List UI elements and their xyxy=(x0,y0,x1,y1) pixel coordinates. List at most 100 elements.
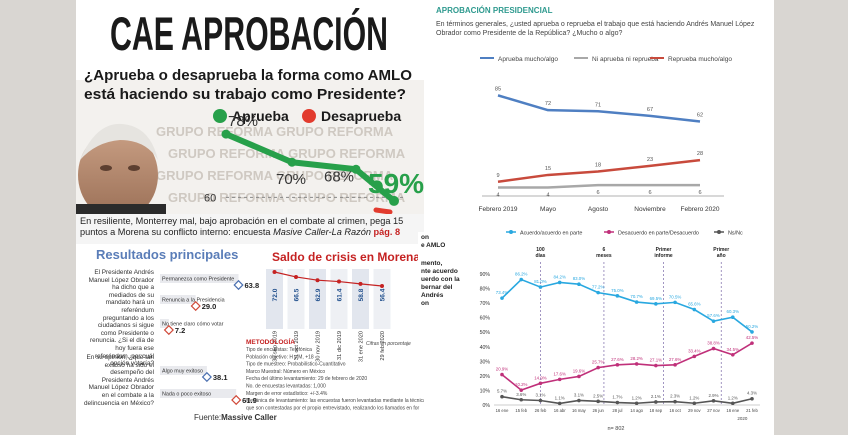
morena-value: 58.8 xyxy=(358,288,365,301)
method-line: Tipo de encuestas: Telefónica xyxy=(246,347,312,353)
morena-value: 56.4 xyxy=(380,288,387,301)
series-point xyxy=(654,363,658,368)
series-point xyxy=(730,401,735,406)
data-label: 2.5% xyxy=(593,393,603,398)
series-point xyxy=(711,346,716,351)
data-label: 1.2% xyxy=(689,395,699,400)
approve-legend-dot xyxy=(213,109,227,123)
morena-category: 30 nov 2019 xyxy=(316,331,322,362)
data-label: 5.7% xyxy=(497,389,507,394)
q2-text: En su opinión, ¿qué tan exitoso ha sido … xyxy=(84,354,154,407)
x-tick-label: 28 jul xyxy=(612,408,622,413)
series-point xyxy=(596,399,600,404)
y-tick-label: 70% xyxy=(480,301,491,307)
data-label: 6 xyxy=(648,190,651,196)
data-label: 62 xyxy=(697,113,703,119)
data-label: 57.6% xyxy=(707,313,720,318)
series-point xyxy=(615,400,620,405)
x-tick-label: 14 ago xyxy=(630,408,643,413)
question-line-1: ¿Aprueba o desaprueba la forma como AMLO xyxy=(84,67,412,84)
morena-point xyxy=(294,274,298,279)
data-label: 1.1% xyxy=(555,395,565,400)
series-line xyxy=(501,395,753,405)
headline-strip: En resiliente, Monterrey mal, bajo aprob… xyxy=(76,214,426,244)
series-point xyxy=(519,397,524,402)
x-tick-label: 16 may xyxy=(572,408,587,413)
method-line: Fecha del último levantamiento: 29 de fe… xyxy=(246,376,367,382)
series-point xyxy=(750,330,754,334)
series-point xyxy=(557,377,562,382)
result-bar-value: 7.2 xyxy=(175,326,185,335)
legend-label: Ns/Nc xyxy=(728,231,743,237)
morena-point xyxy=(380,284,384,289)
morena-value: 66.5 xyxy=(294,288,301,301)
result-bar-value: 61.9 xyxy=(242,396,257,405)
snippet-line: e AMLO xyxy=(421,242,446,249)
disapprove-legend-dot xyxy=(302,109,316,123)
approve-point xyxy=(221,129,231,139)
y-tick-label: 0% xyxy=(483,403,491,409)
data-label: 10.2% xyxy=(515,382,528,387)
method-line: Población objetivo: H y M, +18 xyxy=(246,354,314,360)
series-point xyxy=(634,401,639,406)
x-tick-label: Agosto xyxy=(588,206,609,213)
series-point xyxy=(654,302,658,306)
agreement-trend-chart: Acuerdo/acuerdo en parte Desacuerdo en pa… xyxy=(480,230,760,432)
approve-data-label: 78% xyxy=(228,113,258,130)
morena-point xyxy=(358,281,363,286)
event-marker-label: meses xyxy=(596,253,612,259)
result-bar-label: Nada o poco exitoso xyxy=(162,392,211,398)
data-label: 71 xyxy=(595,102,601,108)
data-label: 65.6% xyxy=(688,302,701,307)
legend-label: Reprueba mucho/algo xyxy=(668,56,732,63)
series-point xyxy=(692,307,697,312)
x-tick-label: 21 feb xyxy=(746,408,758,413)
result-bar-value: 63.8 xyxy=(245,281,260,290)
series-point xyxy=(500,372,504,377)
data-label: 3.6% xyxy=(516,392,526,397)
series-point xyxy=(654,400,658,404)
method-line: Mecánica de levantamiento: las encuestas… xyxy=(246,398,426,404)
data-label: 83.0% xyxy=(573,276,586,281)
data-label: 84.2% xyxy=(553,274,566,279)
data-label: 86.2% xyxy=(515,272,528,277)
legend-label: Aprueba mucho/algo xyxy=(498,56,558,63)
data-label: 1.2% xyxy=(632,395,642,400)
result-bar-value: 29.0 xyxy=(202,302,217,311)
morena-point xyxy=(337,279,341,284)
morena-chart: 72.0 30 sep 2019 66.5 31 oct 2019 62.9 30 nov… xyxy=(266,269,391,362)
disapprove-legend-label: Desaprueba xyxy=(321,108,401,124)
x-tick-label: 15 feb xyxy=(515,408,527,413)
y-tick-label: 90% xyxy=(480,272,491,278)
q1-text: El Presidente Andrés Manuel López Obrado… xyxy=(88,269,154,368)
morena-bar xyxy=(266,269,283,329)
x-tick-label: 26 jun xyxy=(592,408,604,413)
y-tick-label: 10% xyxy=(480,388,491,394)
data-label: 50.2% xyxy=(746,324,759,329)
headline: CAE APROBACIÓN xyxy=(110,7,388,60)
data-label: 1.2% xyxy=(728,395,738,400)
morena-point xyxy=(315,278,320,283)
morena-category: 30 sep 2019 xyxy=(273,331,279,362)
event-marker-label: días xyxy=(535,253,545,259)
approve-data-label: 70% xyxy=(276,171,306,188)
data-label: 14.9% xyxy=(534,375,547,380)
event-marker-label: 100 xyxy=(536,247,545,253)
data-label: 69.5% xyxy=(650,296,663,301)
panel-agreement-trend: Acuerdo/acuerdo en parte Desacuerdo en pa… xyxy=(424,218,774,435)
data-label: 70.5% xyxy=(669,294,682,299)
x-tick-label: 18 sep xyxy=(650,408,663,413)
data-label: 34.5% xyxy=(727,347,740,352)
series-point xyxy=(500,394,504,399)
data-label: 28 xyxy=(697,151,703,157)
data-label: 6 xyxy=(698,190,701,196)
y-tick-label: 40% xyxy=(480,345,491,351)
morena-bar xyxy=(373,269,391,329)
data-label: 9 xyxy=(496,173,499,179)
series-point xyxy=(615,363,620,367)
snippet-line: on xyxy=(421,300,429,307)
series-point xyxy=(596,290,600,295)
series-point xyxy=(730,315,735,320)
result-bar-label: Algo muy exitoso xyxy=(162,369,203,375)
